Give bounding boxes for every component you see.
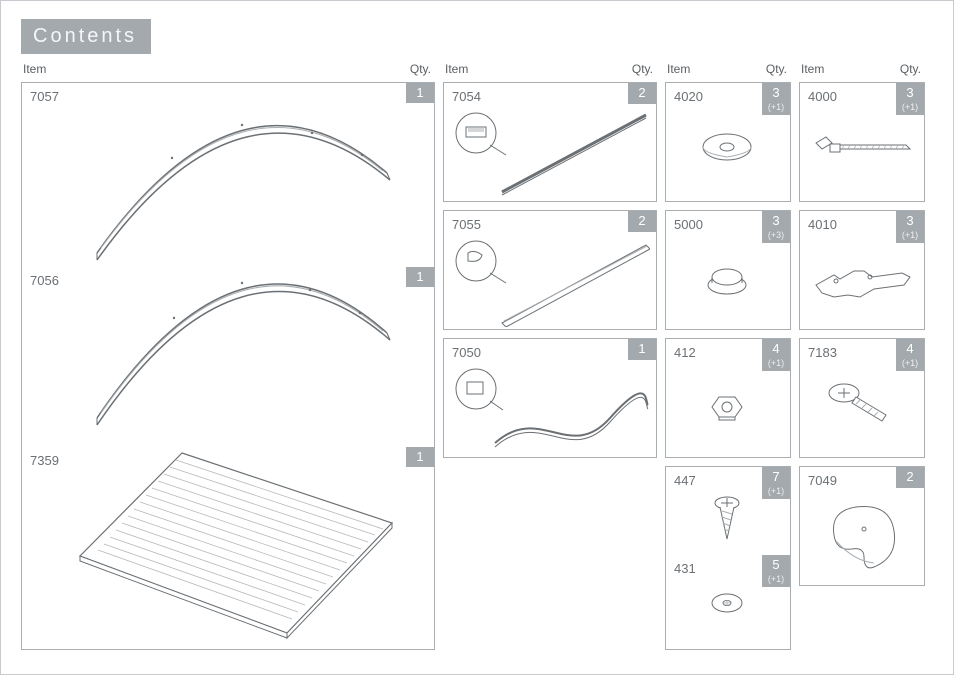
part-code: 4020	[674, 89, 703, 104]
part-cell: 7049 2	[799, 466, 925, 586]
curve-7050-icon	[450, 363, 650, 455]
part-cell: 7054 2	[443, 82, 657, 202]
part-code: 4010	[808, 217, 837, 232]
part-cell: 4010 3(+1)	[799, 210, 925, 330]
part-qty: 2	[628, 83, 656, 104]
part-qty: 5(+1)	[762, 555, 790, 587]
large-parts-box: 7057 1 7056 1 7359 1	[21, 82, 435, 650]
bracket-4010-icon	[810, 259, 914, 299]
column-mid: Item Qty. 7054 2 7055	[443, 60, 657, 650]
part-code: 7057	[30, 89, 59, 104]
header-qty: Qty.	[766, 62, 787, 76]
header-qty: Qty.	[632, 62, 653, 76]
plate-7049-icon	[824, 501, 902, 577]
cap-icon	[706, 263, 748, 297]
part-code: 447	[674, 473, 696, 488]
part-code: 4000	[808, 89, 837, 104]
part-cell: 412 4(+1)	[665, 338, 791, 458]
bolt-4000-icon	[812, 133, 912, 167]
part-code: 5000	[674, 217, 703, 232]
header-item: Item	[445, 62, 468, 76]
part-qty: 4(+1)	[762, 339, 790, 371]
part-code: 7049	[808, 473, 837, 488]
page: Contents Item Qty. 7057 1 7056 1 7359 1	[0, 0, 954, 675]
part-cell: 5000 3(+3)	[665, 210, 791, 330]
part-cell: 7055 2	[443, 210, 657, 330]
part-qty: 2	[896, 467, 924, 488]
column-small-2: Item Qty. 4000 3(+1)	[799, 60, 925, 650]
part-qty: 1	[628, 339, 656, 360]
part-cell: 4020 3(+1)	[665, 82, 791, 202]
column-small-1: Item Qty. 4020 3(+1) 5000 3(+3)	[665, 60, 791, 650]
nut-icon	[710, 393, 744, 423]
header-item: Item	[801, 62, 824, 76]
arch-7056-icon	[82, 258, 402, 428]
rail-7055-icon	[450, 235, 650, 327]
part-qty: 4(+1)	[896, 339, 924, 371]
part-code: 431	[674, 561, 696, 576]
page-title: Contents	[21, 19, 151, 54]
part-qty: 2	[628, 211, 656, 232]
column-header: Item Qty.	[799, 60, 925, 80]
part-code: 7050	[452, 345, 481, 360]
part-qty: 3(+1)	[896, 83, 924, 115]
part-cell-tall: 447 7(+1) 431 5(+1)	[665, 466, 791, 650]
part-qty: 1	[406, 83, 434, 103]
part-code: 7056	[30, 273, 59, 288]
part-code: 7054	[452, 89, 481, 104]
part-cell: 7050 1	[443, 338, 657, 458]
column-header: Item Qty.	[665, 60, 791, 80]
part-cell: 7183 4(+1)	[799, 338, 925, 458]
part-qty: 7(+1)	[762, 467, 790, 499]
header-qty: Qty.	[900, 62, 921, 76]
part-code: 7183	[808, 345, 837, 360]
content-grid: Item Qty. 7057 1 7056 1 7359 1	[21, 60, 933, 650]
part-code: 412	[674, 345, 696, 360]
column-header: Item Qty.	[443, 60, 657, 80]
part-qty: 1	[406, 267, 434, 287]
header-item: Item	[23, 62, 46, 76]
part-qty: 3(+1)	[896, 211, 924, 243]
header-qty: Qty.	[410, 62, 431, 76]
part-code: 7055	[452, 217, 481, 232]
column-large: Item Qty. 7057 1 7056 1 7359 1	[21, 60, 435, 650]
column-header: Item Qty.	[21, 60, 435, 80]
screw-447-icon	[708, 495, 746, 543]
part-qty: 3(+1)	[762, 83, 790, 115]
arch-7057-icon	[82, 103, 402, 263]
part-qty: 1	[406, 447, 434, 467]
washer-icon	[700, 129, 754, 169]
header-item: Item	[667, 62, 690, 76]
panel-7359-icon	[72, 438, 402, 643]
bolt-7183-icon	[826, 379, 896, 431]
rail-7054-icon	[450, 107, 650, 199]
part-code: 7359	[30, 453, 59, 468]
part-qty: 3(+3)	[762, 211, 790, 243]
washer-431-icon	[710, 591, 744, 617]
part-cell: 4000 3(+1)	[799, 82, 925, 202]
